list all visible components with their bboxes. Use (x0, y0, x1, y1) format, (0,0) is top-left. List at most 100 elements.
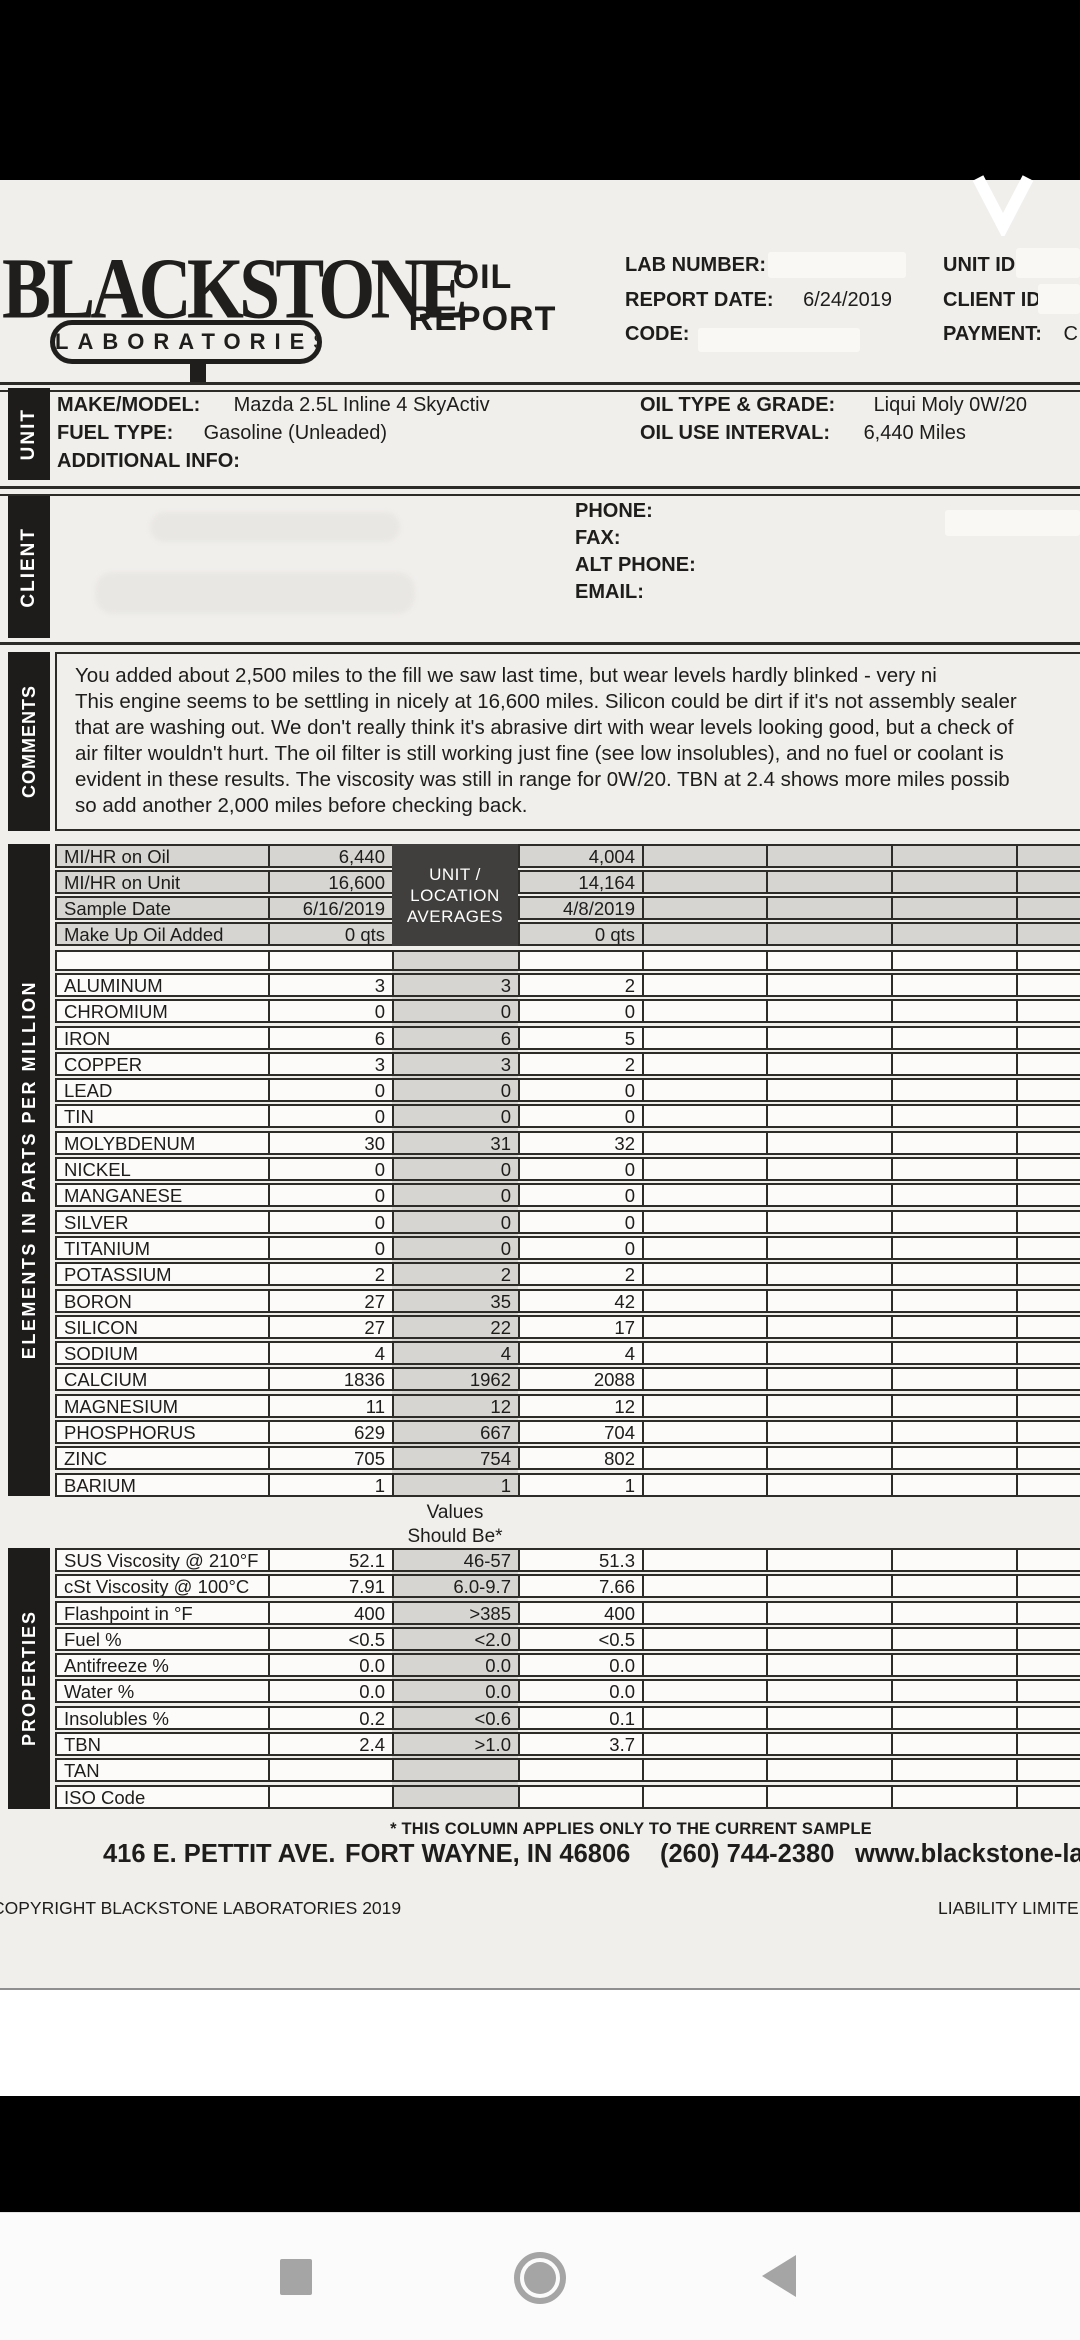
redaction-smudge (150, 512, 400, 542)
empty-cell (642, 1474, 766, 1495)
meta-row-label: Make Up Oil Added (57, 924, 268, 944)
empty-cell (1016, 975, 1080, 995)
empty-cell (1016, 1707, 1080, 1728)
back-button-icon[interactable] (762, 2255, 796, 2297)
element-current-value: 0 (268, 1211, 392, 1232)
empty-cell (891, 1132, 1016, 1153)
collapse-chevron-icon[interactable] (970, 170, 1036, 236)
empty-cell (642, 1628, 766, 1649)
empty-cell (518, 952, 642, 969)
element-name: ZINC (57, 1448, 268, 1469)
element-previous-value: 0 (518, 1159, 642, 1180)
empty-cell (766, 1734, 891, 1755)
client-contact-label: PHONE: (575, 500, 653, 522)
redaction-mark (1016, 248, 1080, 278)
empty-cell (766, 1185, 891, 1206)
table-row: TITANIUM 0 0 0 (55, 1235, 1080, 1260)
report-date-field: REPORT DATE: 6/24/2019 (625, 289, 892, 312)
table-row: COPPER 3 3 2 (55, 1051, 1080, 1076)
empty-cell (642, 1290, 766, 1311)
empty-cell (766, 846, 891, 866)
lab-number-label: LAB NUMBER: (625, 254, 767, 276)
element-average-value: 3 (392, 1053, 518, 1074)
element-average-value: 0 (392, 1159, 518, 1180)
empty-cell (1016, 1628, 1080, 1649)
averages-header-line: UNIT / (429, 864, 481, 884)
empty-cell (1016, 1185, 1080, 1206)
logo-ink-blot (190, 362, 206, 382)
element-average-value: 0 (392, 1237, 518, 1258)
status-bar (0, 0, 1080, 180)
meta-row-label: Sample Date (57, 898, 268, 918)
unit-id-field: UNIT ID: (943, 254, 1022, 277)
property-range-value: >385 (392, 1602, 518, 1623)
empty-cell (766, 872, 891, 892)
empty-cell (642, 1001, 766, 1022)
element-current-value: 30 (268, 1132, 392, 1153)
redaction-mark (1038, 284, 1080, 314)
averages-column-bg (392, 950, 518, 1496)
empty-cell (1016, 1237, 1080, 1258)
empty-cell (642, 1681, 766, 1702)
empty-cell (766, 1211, 891, 1232)
empty-cell (891, 1264, 1016, 1285)
client-contact-label: ALT PHONE: (575, 554, 696, 576)
empty-cell (642, 1576, 766, 1597)
report-title-line1: OIL (452, 258, 513, 296)
element-name: BARIUM (57, 1474, 268, 1495)
element-average-value: 0 (392, 1211, 518, 1232)
element-current-value: 1 (268, 1474, 392, 1495)
averages-header-line: LOCATION (410, 885, 500, 905)
unit-section-strip: UNIT (8, 388, 50, 480)
empty-cell (766, 975, 891, 995)
property-name: Fuel % (57, 1628, 268, 1649)
element-average-value: 35 (392, 1290, 518, 1311)
section-divider (0, 486, 1080, 496)
empty-cell (766, 1237, 891, 1258)
empty-cell (766, 1132, 891, 1153)
home-button-icon[interactable] (514, 2252, 566, 2304)
empty-cell (891, 1185, 1016, 1206)
element-name: CHROMIUM (57, 1001, 268, 1022)
property-name: Water % (57, 1681, 268, 1702)
lab-number-field: LAB NUMBER: (625, 254, 766, 277)
table-row: SILICON 27 22 17 (55, 1314, 1080, 1339)
empty-cell (642, 1734, 766, 1755)
client-contact-row: ALT PHONE: (575, 554, 696, 581)
table-row: MI/HR on Unit 16,600 14,164 (55, 870, 1080, 894)
table-row: LEAD 0 0 0 (55, 1078, 1080, 1103)
meta-previous-value: 0 qts (518, 924, 642, 944)
empty-cell (766, 898, 891, 918)
empty-cell (766, 1655, 891, 1676)
element-average-value: 667 (392, 1422, 518, 1443)
empty-cell (891, 1395, 1016, 1416)
element-previous-value: 802 (518, 1448, 642, 1469)
element-current-value: 4 (268, 1343, 392, 1364)
empty-cell (891, 1760, 1016, 1781)
empty-cell (891, 1053, 1016, 1074)
empty-cell (891, 1001, 1016, 1022)
comment-line: evident in these results. The viscosity … (75, 767, 1010, 791)
empty-cell (642, 1316, 766, 1337)
make-model-row: MAKE/MODEL: Mazda 2.5L Inline 4 SkyActiv (57, 394, 490, 417)
payment-field: PAYMENT: C (943, 323, 1078, 346)
empty-cell (642, 1053, 766, 1074)
empty-cell (642, 1707, 766, 1728)
element-current-value: 0 (268, 1001, 392, 1022)
empty-cell (1016, 1602, 1080, 1623)
sample-meta-rows: MI/HR on Oil 6,440 4,004 MI/HR on Unit 1… (55, 844, 1080, 948)
client-contact-label: EMAIL: (575, 581, 644, 603)
averages-header-line: AVERAGES (406, 906, 504, 926)
address-website: www.blackstone-lab (855, 1840, 1080, 1868)
element-average-value: 0 (392, 1001, 518, 1022)
empty-cell (1016, 952, 1080, 969)
table-row: cSt Viscosity @ 100°C 7.91 6.0-9.7 7.66 (55, 1574, 1080, 1599)
element-name: LEAD (57, 1080, 268, 1101)
empty-cell (766, 1576, 891, 1597)
empty-cell (642, 1080, 766, 1101)
payment-label: PAYMENT: (943, 323, 1042, 345)
averages-header-cell: UNIT / LOCATION AVERAGES (392, 844, 518, 946)
element-previous-value: 2 (518, 975, 642, 995)
recents-button-icon[interactable] (280, 2259, 312, 2295)
empty-cell (1016, 872, 1080, 892)
